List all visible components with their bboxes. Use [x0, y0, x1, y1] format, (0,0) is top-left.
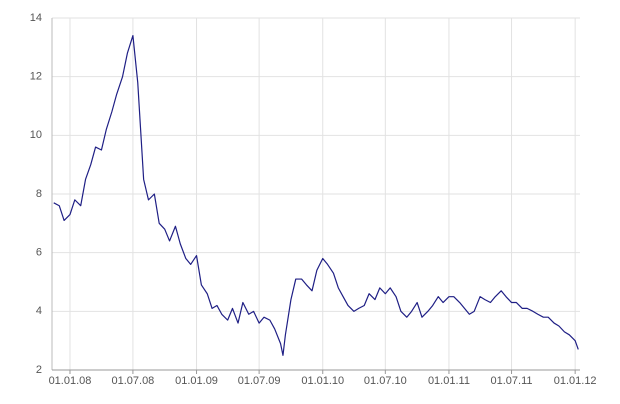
x-tick-label: 01.01.08	[49, 375, 92, 387]
x-tick-label: 01.07.08	[111, 375, 154, 387]
y-tick-label: 12	[30, 71, 42, 83]
x-tick-label: 01.07.10	[364, 375, 407, 387]
y-tick-label: 2	[36, 364, 42, 376]
x-tick-label: 01.01.09	[175, 375, 218, 387]
y-tick-label: 6	[36, 247, 42, 259]
y-tick-label: 10	[30, 129, 42, 141]
x-tick-label: 01.07.09	[238, 375, 281, 387]
price-line	[53, 35, 579, 356]
y-tick-label: 14	[30, 12, 42, 24]
x-tick-label: 01.01.10	[301, 375, 344, 387]
y-tick-label: 4	[36, 305, 42, 317]
y-tick-label: 8	[36, 188, 42, 200]
x-tick-label: 01.01.12	[554, 375, 597, 387]
x-tick-label: 01.01.11	[428, 375, 470, 387]
x-tick-label: 01.07.11	[491, 375, 533, 387]
